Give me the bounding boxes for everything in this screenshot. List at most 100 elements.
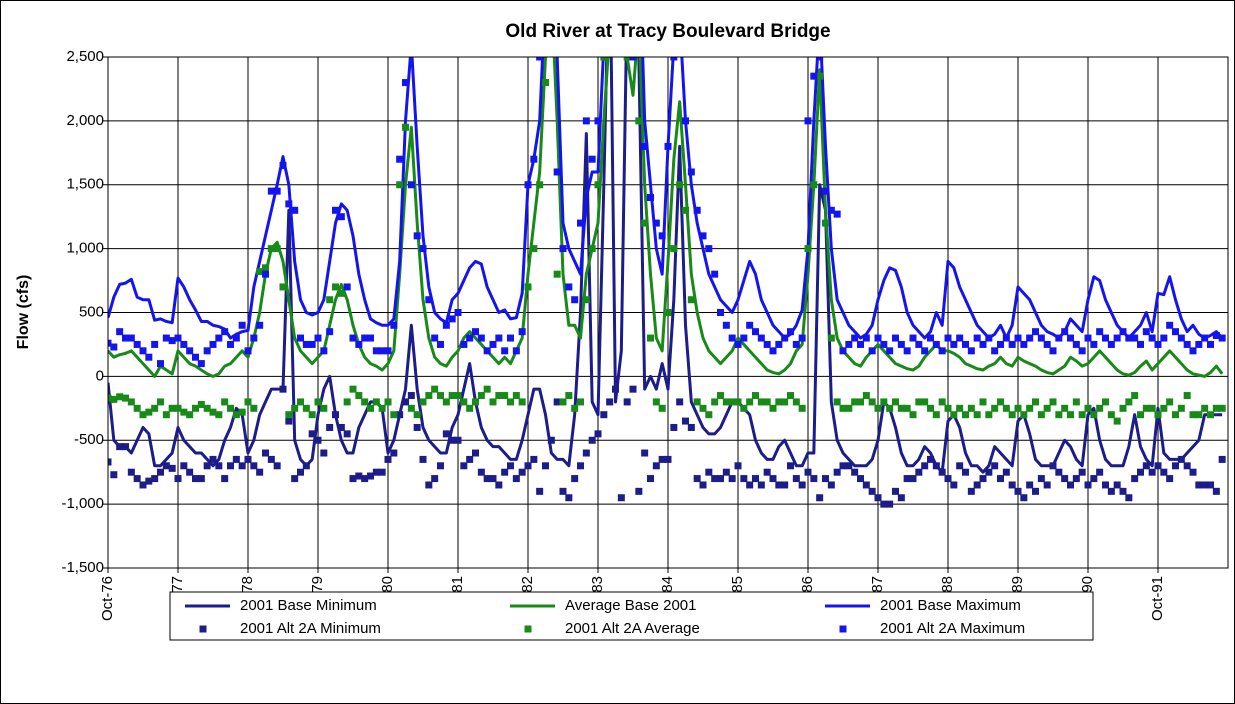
series-point	[577, 219, 584, 227]
series-point	[267, 187, 275, 195]
series-point	[349, 475, 357, 483]
series-point	[565, 494, 573, 502]
series-point	[390, 321, 398, 329]
series-point	[1154, 462, 1162, 470]
series-point	[524, 181, 532, 189]
series-point	[967, 347, 975, 355]
series-point	[571, 296, 579, 304]
series-point	[1084, 404, 1092, 412]
series-point	[1207, 411, 1214, 419]
series-point	[687, 168, 695, 176]
series-point	[110, 471, 118, 479]
series-point	[962, 340, 969, 348]
series-point	[110, 343, 118, 351]
series-point	[221, 398, 229, 406]
y-tick-label: 0	[96, 367, 104, 384]
series-point	[320, 449, 328, 457]
series-point	[1002, 404, 1010, 412]
series-point	[577, 462, 584, 470]
series-point	[355, 340, 363, 348]
series-point	[1002, 468, 1010, 476]
series-point	[1154, 411, 1162, 419]
series-point	[192, 475, 199, 483]
series-point	[495, 481, 503, 489]
series-point	[1107, 487, 1115, 495]
legend-label: 2001 Alt 2A Maximum	[880, 620, 1025, 637]
series-point	[985, 411, 993, 419]
series-point	[232, 455, 240, 463]
series-point	[1061, 404, 1069, 412]
series-point	[1137, 468, 1144, 476]
series-point	[979, 398, 987, 406]
series-point	[962, 468, 969, 476]
series-point	[862, 481, 870, 489]
series-point	[617, 494, 625, 502]
series-point	[565, 283, 573, 291]
legend-swatch	[524, 625, 532, 633]
series-point	[1189, 347, 1197, 355]
series-point	[944, 475, 952, 483]
series-point	[991, 462, 999, 470]
series-point	[880, 398, 888, 406]
series-point	[1008, 411, 1016, 419]
series-point	[1142, 328, 1150, 336]
series-point	[582, 117, 590, 125]
series-point	[588, 155, 596, 163]
series-point	[472, 449, 479, 457]
series-point	[419, 398, 427, 406]
series-point	[1160, 404, 1168, 412]
series-point	[629, 385, 637, 393]
series-point	[1037, 411, 1045, 419]
series-point	[232, 334, 240, 342]
series-point	[944, 404, 952, 412]
series-point	[174, 475, 182, 483]
series-point	[139, 481, 147, 489]
series-point	[337, 213, 345, 221]
series-point	[361, 334, 369, 342]
series-point	[816, 494, 824, 502]
series-point	[623, 398, 631, 406]
series-point	[314, 436, 322, 444]
series-point	[1172, 411, 1179, 419]
series-point	[279, 162, 287, 170]
series-point	[501, 468, 509, 476]
series-point	[927, 455, 934, 463]
series-point	[827, 206, 835, 214]
series-point	[442, 321, 450, 329]
series-point	[402, 398, 409, 406]
series-point	[553, 398, 561, 406]
series-point	[186, 347, 194, 355]
series-point	[343, 398, 351, 406]
series-point	[302, 404, 310, 412]
series-point	[810, 475, 818, 483]
series-point	[250, 404, 258, 412]
series-point	[827, 334, 835, 342]
series-point	[927, 404, 934, 412]
series-point	[1195, 411, 1203, 419]
series-point	[571, 404, 579, 412]
series-point	[1137, 411, 1144, 419]
series-point	[512, 347, 520, 355]
series-point	[1043, 404, 1051, 412]
series-point	[320, 404, 328, 412]
series-point	[110, 395, 118, 403]
series-point	[1142, 404, 1150, 412]
series-point	[273, 245, 281, 253]
series-point	[997, 475, 1004, 483]
series-point	[1107, 411, 1115, 419]
series-point	[238, 462, 246, 470]
series-point	[652, 398, 660, 406]
series-point	[145, 477, 153, 485]
series-point	[629, 57, 637, 61]
series-point	[542, 79, 549, 87]
series-point	[728, 334, 736, 342]
series-point	[454, 436, 462, 444]
series-point	[1055, 411, 1063, 419]
series-point	[448, 436, 456, 444]
series-point	[116, 393, 124, 401]
series-point	[822, 219, 829, 227]
series-point	[343, 283, 351, 291]
series-point	[372, 398, 380, 406]
series-point	[157, 398, 164, 406]
